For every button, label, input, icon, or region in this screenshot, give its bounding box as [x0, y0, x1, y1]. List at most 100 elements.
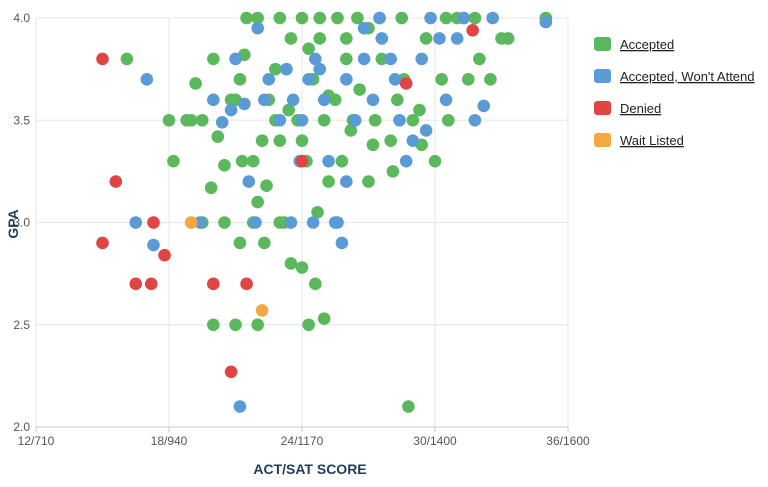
data-points	[96, 11, 553, 413]
y-tick-label-2: 3.0	[13, 216, 30, 230]
data-point-1-25	[366, 93, 380, 107]
data-point-0-61	[273, 216, 287, 229]
data-point-1-34	[439, 93, 453, 107]
x-tick-label-2: 24/1170	[281, 434, 324, 448]
data-point-0-12	[246, 154, 260, 168]
data-point-0-49	[501, 32, 515, 45]
data-point-0-13	[251, 195, 264, 209]
data-point-0-70	[295, 11, 309, 25]
y-tick-label-0: 2.0	[13, 420, 30, 434]
data-point-0-47	[484, 73, 497, 86]
data-point-1-41	[233, 400, 247, 413]
data-point-1-2	[147, 238, 160, 252]
data-point-1-16	[302, 73, 315, 86]
x-tick-label-1: 18/940	[151, 434, 188, 448]
data-point-1-12	[273, 113, 287, 127]
data-point-1-43	[306, 216, 320, 229]
legend-swatch-0	[594, 37, 611, 51]
data-point-1-26	[375, 32, 389, 45]
data-point-0-19	[284, 32, 298, 45]
data-point-0-75	[395, 11, 409, 25]
data-point-0-60	[258, 236, 271, 250]
x-axis-title: ACT/SAT SCORE	[253, 461, 366, 477]
data-point-1-5	[215, 115, 229, 129]
data-point-2-12	[466, 23, 479, 37]
data-point-1-52	[340, 175, 353, 188]
data-point-0-59	[233, 236, 247, 250]
data-point-0-39	[413, 103, 426, 117]
x-axis-ticks: 12/710 18/940 24/1170 30/1400 36/1600	[18, 427, 590, 448]
data-point-1-48	[373, 11, 386, 25]
data-point-1-6	[224, 103, 238, 117]
data-point-0-4	[189, 77, 202, 90]
data-point-2-8	[224, 365, 238, 379]
legend-swatch-1	[594, 69, 611, 83]
data-point-1-38	[477, 99, 491, 113]
legend-label-1[interactable]: Accepted, Won't Attend	[620, 69, 755, 84]
data-point-0-5	[195, 113, 209, 127]
legend-label-3[interactable]: Wait Listed	[620, 133, 684, 148]
data-point-0-17	[273, 134, 287, 147]
data-point-1-9	[249, 216, 262, 229]
data-point-0-63	[218, 216, 231, 229]
data-point-1-21	[335, 236, 349, 250]
data-point-1-4	[207, 93, 220, 107]
x-tick-label-4: 36/1600	[546, 434, 590, 448]
data-point-1-44	[328, 216, 342, 229]
data-point-1-30	[406, 134, 420, 147]
data-point-0-73	[351, 11, 364, 25]
data-point-1-40	[539, 15, 553, 29]
data-point-1-8	[242, 175, 256, 188]
data-point-0-41	[428, 154, 442, 168]
data-point-2-11	[399, 77, 413, 90]
data-point-0-68	[251, 11, 264, 25]
legend: Accepted Accepted, Won't Attend Denied Wait…	[594, 37, 755, 148]
data-point-1-29	[399, 154, 413, 168]
data-point-0-90	[282, 103, 296, 117]
data-point-0-81	[269, 62, 282, 76]
data-point-1-36	[457, 11, 471, 25]
data-point-0-42	[435, 73, 448, 86]
data-point-1-18	[317, 93, 331, 107]
data-point-0-52	[229, 318, 242, 332]
data-point-0-34	[375, 52, 389, 66]
data-point-0-28	[335, 154, 349, 168]
data-point-1-53	[419, 124, 433, 137]
data-point-0-1	[162, 113, 176, 127]
data-point-0-6	[204, 181, 218, 195]
data-point-0-25	[317, 113, 331, 127]
data-point-2-6	[158, 248, 171, 262]
y-tick-label-4: 4.0	[13, 11, 30, 25]
data-point-1-50	[238, 97, 251, 111]
data-point-1-49	[388, 73, 402, 86]
data-point-0-33	[368, 113, 382, 127]
data-point-1-24	[357, 52, 371, 66]
data-point-0-31	[353, 83, 366, 96]
data-point-0-51	[207, 318, 220, 332]
data-point-0-24	[313, 32, 327, 45]
data-point-0-2	[167, 154, 180, 168]
data-point-0-0	[120, 52, 134, 66]
data-point-1-42	[284, 216, 298, 229]
data-point-0-88	[180, 113, 194, 127]
data-point-0-35	[384, 134, 397, 147]
data-point-1-45	[251, 21, 264, 35]
data-point-0-78	[340, 32, 353, 45]
data-point-0-26	[322, 175, 335, 188]
data-point-0-45	[461, 73, 475, 86]
data-point-0-91	[260, 179, 273, 192]
data-point-0-58	[317, 312, 331, 325]
data-point-0-89	[211, 130, 225, 143]
y-axis-ticks: 2.0 2.5 3.0 3.5 4.0	[13, 11, 30, 434]
series-1	[129, 11, 553, 413]
legend-label-2[interactable]: Denied	[620, 101, 661, 116]
data-point-1-10	[258, 93, 271, 107]
data-point-0-85	[366, 138, 380, 152]
data-point-1-17	[309, 52, 322, 66]
x-tick-label-0: 12/710	[18, 434, 55, 448]
x-tick-label-3: 30/1400	[413, 434, 457, 448]
data-point-0-57	[309, 277, 322, 291]
legend-label-0[interactable]: Accepted	[620, 37, 674, 52]
data-point-0-55	[295, 261, 309, 274]
